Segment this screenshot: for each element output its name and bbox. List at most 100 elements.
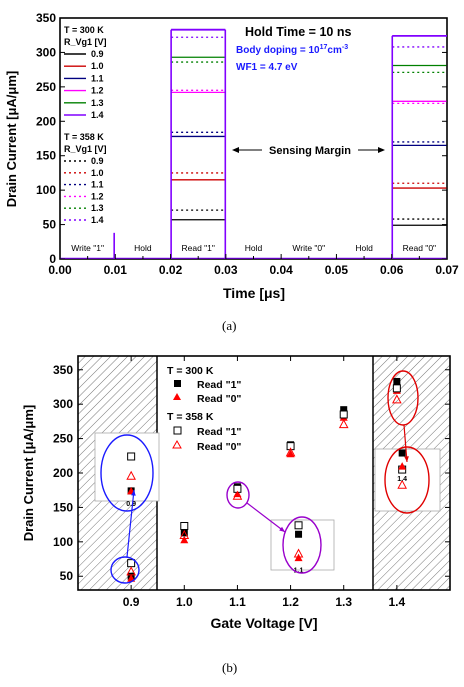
point-s2-3 [286, 442, 295, 451]
legend-b-read0-358k-marker [172, 439, 182, 449]
zoom-11-label: 1.1 [294, 568, 304, 575]
legend-a-dotted-label-4: 1.3 [91, 203, 104, 213]
chart-a-ytick-label-1: 50 [43, 218, 57, 232]
legend-b-title-300k: T = 300 K [167, 365, 214, 377]
chart-a-xlabel: Time [μs] [223, 285, 285, 301]
chart-a-xtick-label-5: 0.05 [325, 263, 349, 277]
chart-b-ytick-label-4: 250 [53, 432, 73, 446]
legend-a-solid-label-0: 0.9 [91, 49, 104, 59]
zoom-14-read1-300 [398, 449, 406, 457]
legend-a-title-358k: T = 358 K [64, 132, 104, 142]
chart-a-transient: 0.00 0.01 0.02 0.03 0.04 0.05 0.06 0.07 0 50 100 15… [4, 11, 459, 301]
sensing-margin-label-bg [262, 143, 358, 157]
chart-b-xtick-label-5: 1.4 [389, 595, 406, 609]
legend-b-read0-300k-marker [173, 393, 181, 400]
chart-b-ytick-label-2: 150 [53, 500, 73, 514]
zoom-11-read0-300 [294, 553, 303, 562]
legend-a-solid-label-2: 1.1 [91, 73, 104, 83]
legend-a-dotted-label-0: 0.9 [91, 156, 104, 166]
phase-label-4: Write "0" [292, 243, 325, 253]
legend-b-read1-358k-marker [173, 426, 182, 435]
zoom-14-label: 1.4 [397, 476, 407, 483]
legend-b-read1-300k-marker [174, 380, 181, 387]
chart-a-xtick-label-1: 0.01 [104, 263, 128, 277]
zoom-box-09 [94, 432, 160, 502]
arrow-09-head [131, 490, 136, 496]
wf-annotation: WF1 = 4.7 eV [236, 62, 298, 73]
legend-b-title-358k: T = 358 K [167, 411, 214, 423]
chart-a-ylabel: Drain Current [μA/μm] [4, 71, 19, 208]
legend-b-read0-300k-label: Read "0" [197, 393, 241, 405]
sensing-margin-label: Sensing Margin [269, 145, 351, 157]
point-s2-1 [180, 521, 189, 530]
chart-a-ytick-label-3: 150 [36, 149, 56, 163]
ellipse-11-zoom [282, 516, 322, 574]
ellipse-09-zoom [100, 434, 154, 512]
legend-a-solid-label-3: 1.2 [91, 86, 104, 96]
sensing-margin-arrow-head-right [378, 147, 385, 153]
legend-a-param-358k: R_Vg1 [V] [64, 144, 107, 154]
chart-a-ytick-label-7: 350 [36, 11, 56, 25]
caption-b: (b) [222, 660, 238, 675]
chart-b-ylabel: Drain Current [μA/μm] [21, 405, 36, 542]
chart-a-xtick-label-7: 0.07 [435, 263, 459, 277]
legend-a-param-300k: R_Vg1 [V] [64, 37, 107, 47]
chart-b-ytick-label-5: 300 [53, 397, 73, 411]
legend-a-solid-label-4: 1.3 [91, 98, 104, 108]
sensing-margin-arrow-head-left [232, 147, 239, 153]
point-s0-5 [393, 377, 401, 385]
legend-a-dotted-label-2: 1.1 [91, 180, 104, 190]
legend-b-read0-358k-label: Read "0" [197, 441, 241, 453]
caption-a: (a) [222, 318, 237, 333]
chart-a-ytick-label-6: 300 [36, 45, 56, 59]
chart-a-xtick-label-3: 0.03 [214, 263, 238, 277]
hold-time-annotation: Hold Time = 10 ns [245, 25, 351, 39]
chart-b-xtick-label-1: 1.0 [176, 595, 193, 609]
chart-b-scatter: 0.9 1.0 1.1 1.2 1.3 1.4 50 100 150 200 250 300 350 0… [21, 355, 451, 631]
chart-b-legend: T = 300 K Read "1" Read "0" T = 358 K Re… [167, 365, 241, 453]
chart-a-ytick-label-0: 0 [49, 252, 56, 266]
chart-a-ytick-label-4: 200 [36, 114, 56, 128]
point-s3-0 [126, 566, 136, 576]
arrow-14-head [404, 456, 409, 462]
phase-label-0: Write "1" [71, 243, 104, 253]
chart-a-legend: T = 300 K R_Vg1 [V] 0.91.01.11.21.31.4 T… [64, 25, 107, 225]
point-s2-0 [127, 559, 136, 568]
chart-b-xtick-label-0: 0.9 [123, 595, 140, 609]
chart-a-xtick-label-4: 0.04 [269, 263, 293, 277]
point-s2-4 [339, 410, 348, 419]
chart-b-ytick-label-1: 100 [53, 535, 73, 549]
phase-label-2: Read "1" [181, 243, 214, 253]
phase-label-1: Hold [134, 243, 152, 253]
legend-a-solid-label-1: 1.0 [91, 61, 104, 71]
chart-b-xlabel: Gate Voltage [V] [210, 615, 317, 631]
legend-a-dotted-label-3: 1.2 [91, 191, 104, 201]
legend-b-read1-300k-label: Read "1" [197, 379, 241, 391]
zoom-09-read0-358 [126, 470, 136, 480]
legend-a-title-300k: T = 300 K [64, 25, 104, 35]
phase-label-3: Hold [245, 243, 263, 253]
zoom-11-read1-358 [294, 521, 303, 530]
chart-a-xtick-label-0: 0.00 [48, 263, 72, 277]
point-s0-4 [340, 406, 348, 414]
zoom-14-read0-300 [398, 462, 407, 470]
zoom-14-read0-358 [397, 479, 408, 489]
point-s3-4 [338, 419, 349, 429]
arrow-14 [403, 424, 408, 463]
chart-a-ytick-label-2: 100 [36, 183, 56, 197]
legend-a-solid-label-5: 1.4 [91, 110, 104, 120]
zoom-09-read1-358 [127, 452, 136, 461]
ellipse-14-main [387, 370, 419, 426]
chart-a-xtick-label-6: 0.06 [380, 263, 404, 277]
legend-a-dotted-label-5: 1.4 [91, 215, 104, 225]
chart-b-xtick-label-4: 1.3 [335, 595, 352, 609]
point-s3-2 [232, 490, 243, 500]
arrow-11-head [279, 526, 285, 532]
legend-a-dotted-label-1: 1.0 [91, 168, 104, 178]
chart-b-ytick-label-6: 350 [53, 363, 73, 377]
point-s3-5 [392, 394, 402, 404]
body-doping-annotation: Body doping = 1017cm-3 [236, 44, 348, 56]
chart-a-ytick-label-5: 250 [36, 80, 56, 94]
ellipse-14-zoom [384, 446, 430, 514]
phase-label-6: Read "0" [403, 243, 436, 253]
